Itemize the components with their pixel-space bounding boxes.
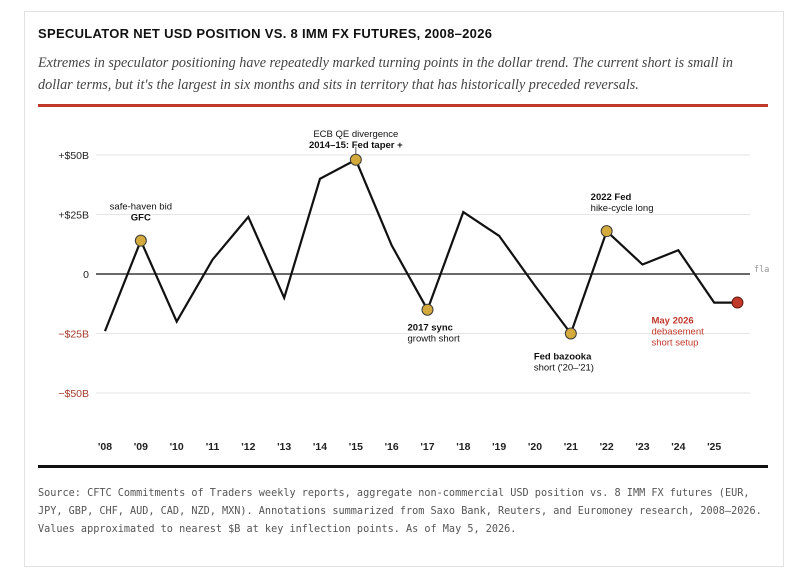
line-chart: +$50B +$25B 0 −$25B −$50B fla '08 '09 '10 '11 '12 '…	[58, 129, 769, 453]
annotation-marker	[349, 153, 362, 166]
accent-rule	[38, 104, 768, 107]
x-tick-label: '08	[98, 441, 112, 453]
annotation-label: ECB QE divergence	[313, 129, 398, 140]
annotation-label: Fed bazooka	[534, 352, 592, 363]
chart-subtitle: Extremes in speculator positioning have …	[38, 55, 733, 93]
x-tick-label: '20	[528, 441, 542, 453]
annotation-label: growth short	[408, 334, 461, 345]
x-tick-label: '18	[456, 441, 470, 453]
x-tick-label: '17	[420, 441, 434, 453]
x-tick-label: '15	[349, 441, 363, 453]
annotation-label: GFC	[131, 213, 151, 224]
annotation-marker	[421, 303, 434, 316]
annotation-marker	[134, 234, 147, 247]
x-tick-label: '23	[635, 441, 649, 453]
annotation-label: debasement	[651, 327, 704, 338]
y-tick-label: +$25B	[58, 210, 89, 222]
x-tick-label: '24	[671, 441, 685, 453]
chart-card	[24, 11, 784, 567]
y-tick-label: −$50B	[58, 388, 89, 400]
annotation-label: short ('20–'21)	[534, 363, 594, 374]
annotation-label: safe-haven bid	[110, 202, 172, 213]
marker-layer	[134, 153, 744, 340]
x-tick-label: '13	[277, 441, 291, 453]
y-tick-label: +$50B	[58, 150, 89, 162]
annotation-label: 2022 Fed	[591, 192, 632, 203]
zero-line-label: fla	[754, 265, 769, 275]
annotation-label: short setup	[651, 338, 698, 349]
chart-title: SPECULATOR NET USD POSITION VS. 8 IMM FX…	[38, 26, 493, 41]
series-layer	[103, 158, 738, 336]
y-tick-label: 0	[83, 269, 89, 281]
annotation-marker	[564, 327, 577, 340]
grid-layer	[96, 154, 750, 394]
x-tick-label: '16	[385, 441, 399, 453]
x-tick-label: '21	[564, 441, 578, 453]
x-tick-label: '25	[707, 441, 721, 453]
x-tick-label: '11	[206, 441, 220, 453]
x-tick-label: '10	[170, 441, 184, 453]
x-tick-label: '22	[600, 441, 614, 453]
annotation-label: May 2026	[651, 316, 693, 327]
current-marker	[731, 296, 744, 309]
annotation-label: 2017 sync	[408, 323, 453, 334]
x-tick-label: '09	[134, 441, 148, 453]
series-line	[103, 158, 738, 336]
y-tick-label: −$25B	[58, 329, 89, 341]
source-note: Source: CFTC Commitments of Traders week…	[38, 488, 762, 535]
annotation-marker	[600, 225, 613, 238]
annotation-label: 2014–15: Fed taper +	[309, 140, 403, 151]
x-tick-label: '14	[313, 441, 327, 453]
x-tick-label: '12	[241, 441, 255, 453]
annotation-label: hike-cycle long	[591, 203, 654, 214]
bottom-rule	[38, 465, 768, 468]
axis-layer: +$50B +$25B 0 −$25B −$50B fla '08 '09 '10 '11 '12 '…	[58, 150, 769, 453]
x-tick-label: '19	[492, 441, 506, 453]
